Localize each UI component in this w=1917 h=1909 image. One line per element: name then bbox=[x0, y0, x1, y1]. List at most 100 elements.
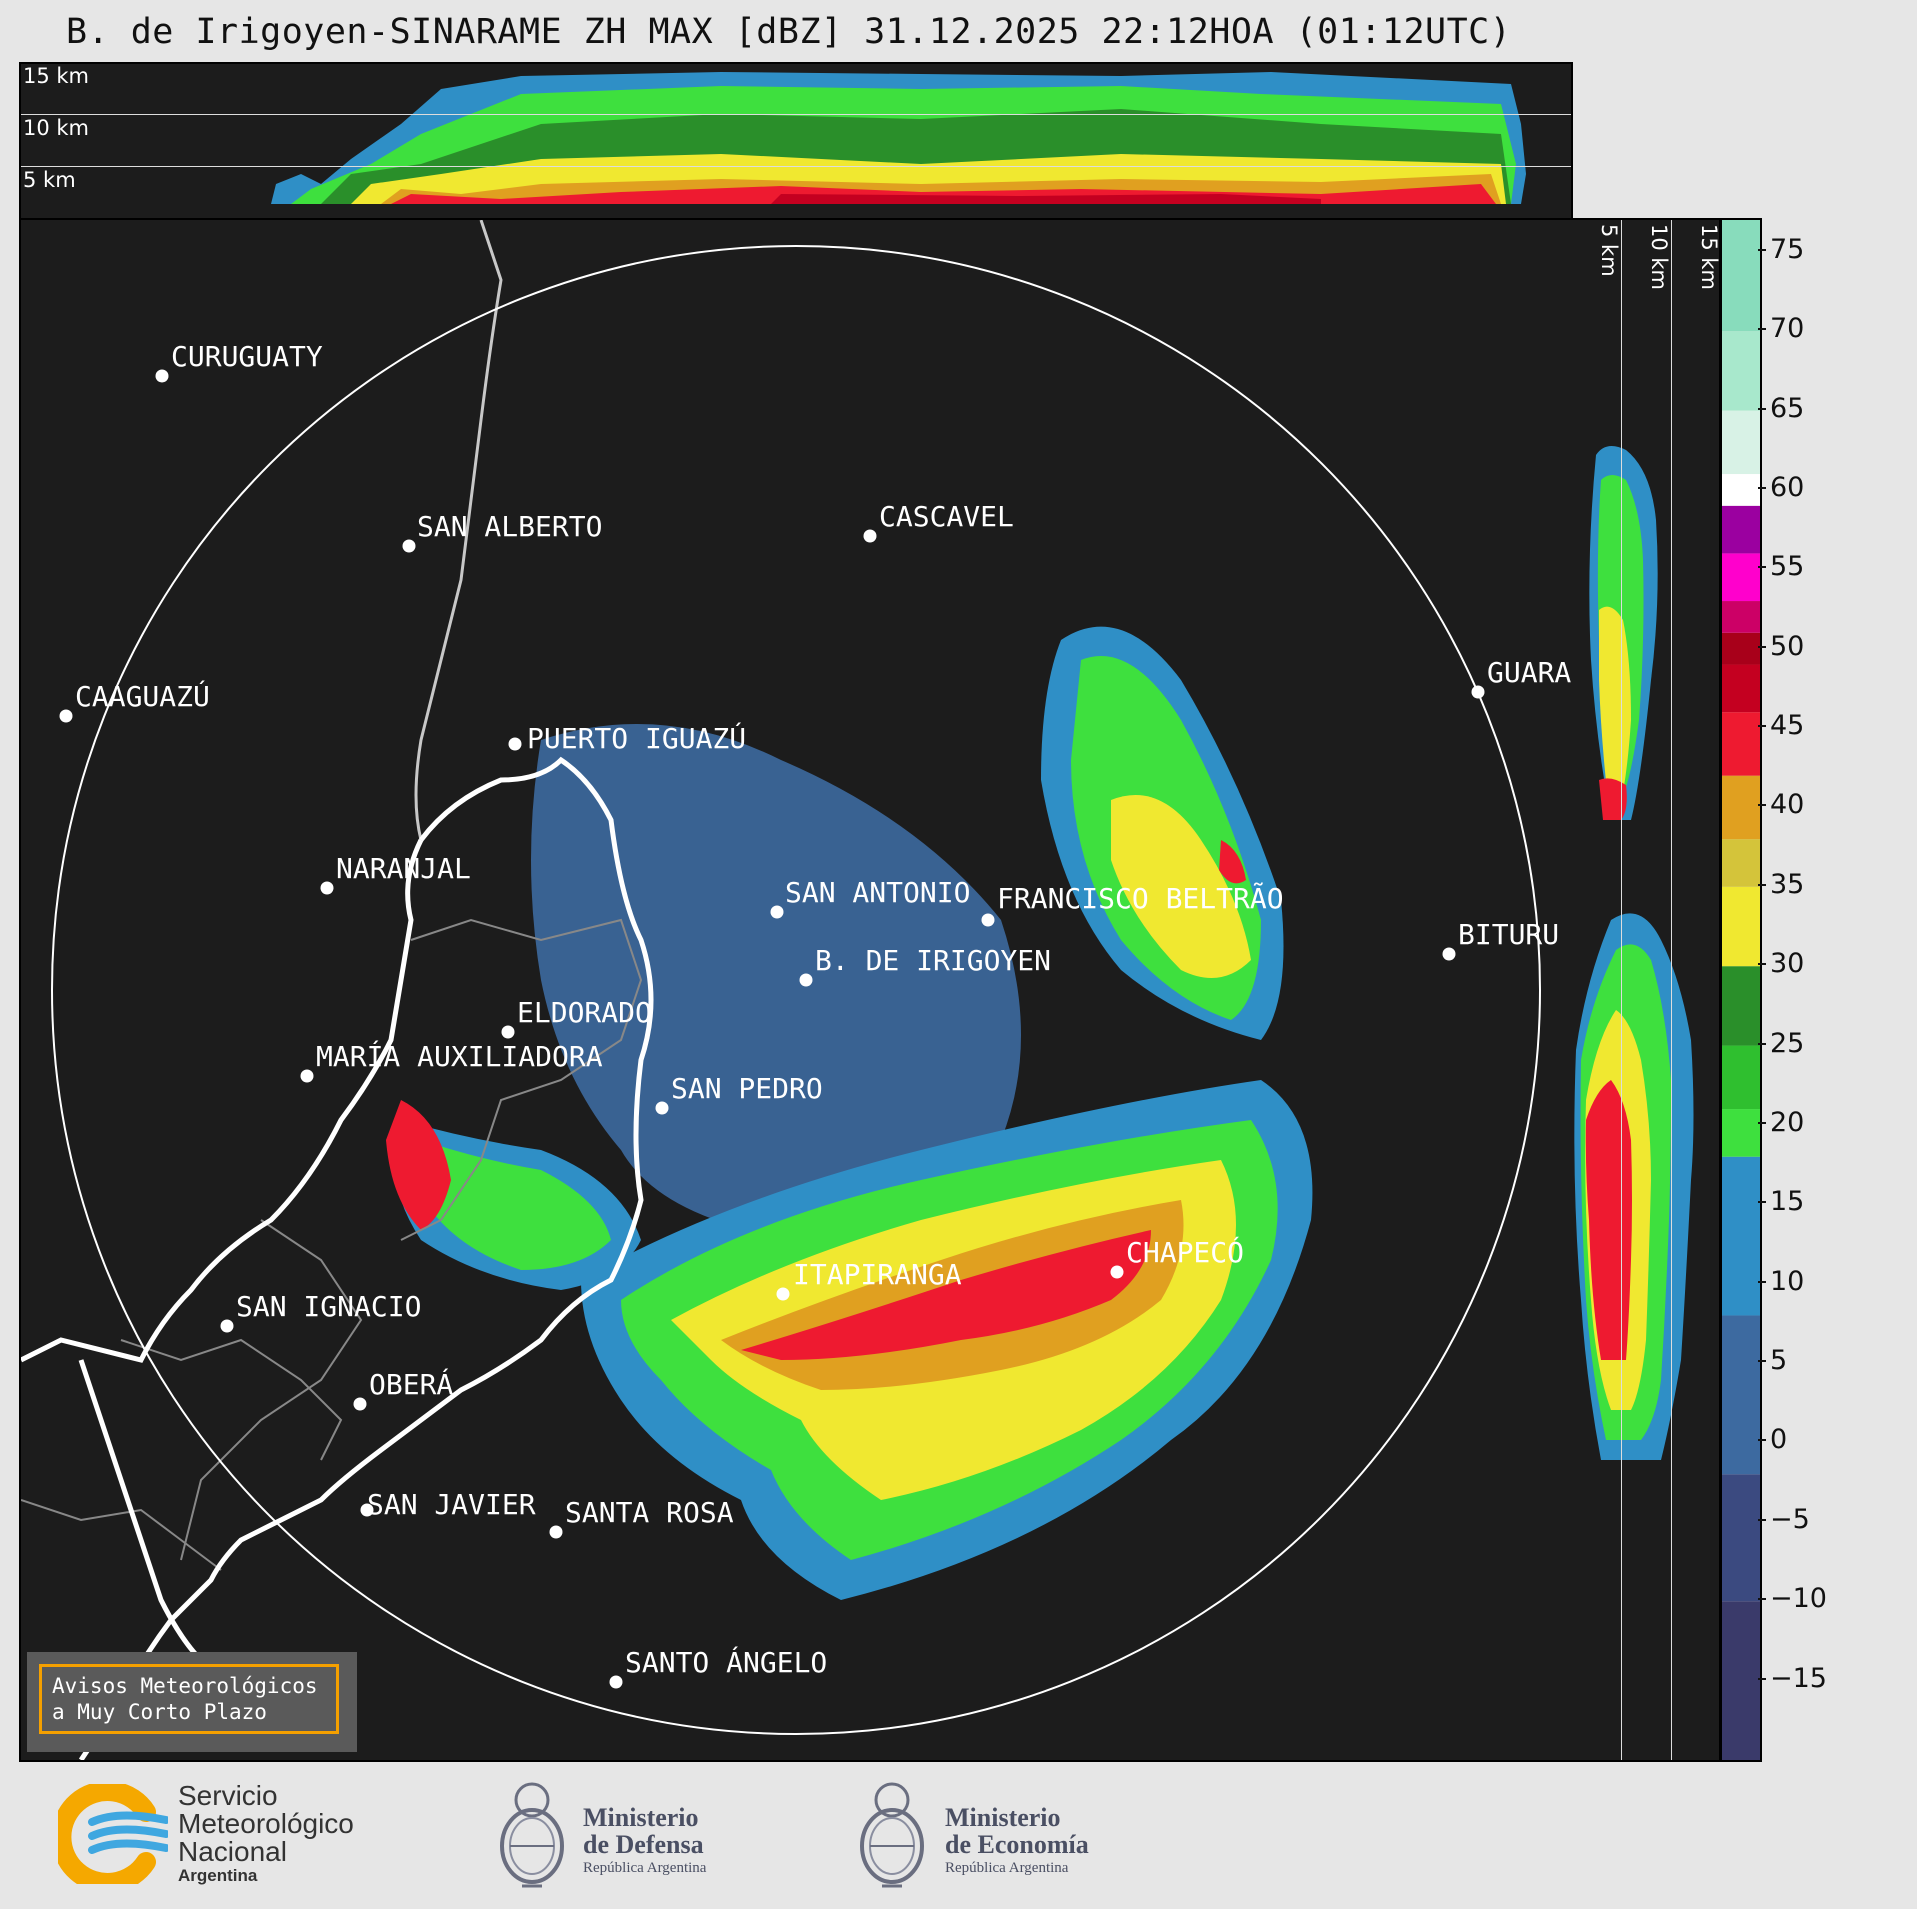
warning-box[interactable]: Avisos Meteorológicos a Muy Corto Plazo bbox=[27, 1652, 357, 1752]
colorbar-segment bbox=[1722, 474, 1760, 506]
defensa-line-2: de Defensa bbox=[583, 1830, 704, 1859]
internal-border-2 bbox=[180, 1219, 363, 1561]
smn-line-1: Servicio bbox=[178, 1780, 278, 1811]
colorbar-tick-mark bbox=[1758, 407, 1766, 410]
city-label-san-ignacio: SAN IGNACIO bbox=[236, 1290, 422, 1323]
side-alt-label-10km: 10 km bbox=[1647, 224, 1671, 291]
city-label-santo-angelo: SANTO ÁNGELO bbox=[625, 1646, 828, 1679]
city-label-maria-auxiliadora: MARÍA AUXILIADORA bbox=[316, 1040, 603, 1073]
colorbar-segment bbox=[1722, 1109, 1760, 1157]
eastern-storm-yellow bbox=[1111, 795, 1251, 978]
colorbar-segment bbox=[1722, 505, 1760, 554]
city-label-chapeco: CHAPECÓ bbox=[1126, 1236, 1245, 1269]
side-cross-section-panel: 5 km 10 km 15 km bbox=[1571, 218, 1721, 1762]
colorbar-tick-mark bbox=[1758, 1201, 1766, 1204]
corrientes-border bbox=[78, 1359, 203, 1662]
city-dot-san-ignacio bbox=[220, 1319, 234, 1333]
city-label-francisco-beltrao: FRANCISCO BELTRÃO bbox=[997, 882, 1284, 915]
colorbar-segment bbox=[1722, 410, 1760, 475]
colorbar-segment bbox=[1722, 632, 1760, 665]
economia-title: Ministerio de Economía bbox=[945, 1804, 1089, 1858]
top-alt-label-10km: 10 km bbox=[23, 116, 90, 140]
colorbar-tick-mark bbox=[1758, 1042, 1766, 1045]
city-label-eldorado: ELDORADO bbox=[517, 996, 652, 1029]
side-cross-section-echo bbox=[1574, 446, 1694, 1460]
city-dot-maria-auxiliadora bbox=[300, 1069, 314, 1083]
southern-storm-red bbox=[741, 1230, 1151, 1360]
smn-line-3: Nacional bbox=[178, 1836, 287, 1867]
city-dot-bituru bbox=[1442, 947, 1456, 961]
radar-range-ring bbox=[51, 245, 1541, 1735]
misiones-west-border bbox=[21, 838, 424, 1363]
eastern-storm-red bbox=[1219, 840, 1246, 884]
city-dot-caaguazu bbox=[59, 709, 73, 723]
colorbar-tick-label: 5 bbox=[1770, 1345, 1788, 1377]
colorbar-tick-label: 35 bbox=[1770, 868, 1805, 900]
city-dot-cascavel bbox=[863, 529, 877, 543]
dbz-colorbar-gradient bbox=[1722, 220, 1760, 1760]
city-label-curuguaty: CURUGUATY bbox=[171, 340, 323, 373]
colorbar-tick-label: 25 bbox=[1770, 1027, 1805, 1059]
city-dot-chapeco bbox=[1110, 1265, 1124, 1279]
radar-map-panel[interactable]: CURUGUATY SAN ALBERTO CASCAVEL CAAGUAZÚ … bbox=[19, 218, 1573, 1762]
colorbar-tick-label: 50 bbox=[1770, 630, 1805, 662]
colorbar-tick-mark bbox=[1758, 1518, 1766, 1521]
city-label-puerto-iguazu: PUERTO IGUAZÚ bbox=[527, 722, 747, 755]
colorbar-segment bbox=[1722, 1156, 1760, 1316]
side-5km-line bbox=[1621, 220, 1622, 1760]
colorbar-tick-mark bbox=[1758, 248, 1766, 251]
city-dot-francisco-beltrao bbox=[981, 913, 995, 927]
city-label-b-de-irigoyen: B. DE IRIGOYEN bbox=[815, 944, 1052, 977]
colorbar-segment bbox=[1722, 220, 1760, 332]
city-dot-curuguaty bbox=[155, 369, 169, 383]
colorbar-tick-mark bbox=[1758, 486, 1766, 489]
smn-logo-icon bbox=[51, 1781, 170, 1893]
city-dot-itapiranga bbox=[776, 1287, 790, 1301]
colorbar-tick-mark bbox=[1758, 645, 1766, 648]
colorbar-tick-label: 70 bbox=[1770, 313, 1805, 345]
internal-border-3 bbox=[120, 1338, 343, 1461]
warning-line-2: a Muy Corto Plazo bbox=[52, 1700, 267, 1724]
dbz-colorbar bbox=[1720, 218, 1762, 1762]
colorbar-segment bbox=[1722, 1045, 1760, 1110]
city-dot-guara bbox=[1471, 685, 1485, 699]
western-storm-red bbox=[386, 1100, 451, 1230]
light-echo-area bbox=[531, 724, 1021, 1240]
colorbar-tick-mark bbox=[1758, 1677, 1766, 1680]
city-label-itapiranga: ITAPIRANGA bbox=[793, 1258, 962, 1291]
colorbar-tick-label: −15 bbox=[1770, 1662, 1827, 1694]
city-label-san-pedro: SAN PEDRO bbox=[671, 1072, 823, 1105]
city-label-santa-rosa: SANTA ROSA bbox=[565, 1496, 734, 1529]
paraguay-border bbox=[414, 220, 503, 841]
city-dot-san-pedro bbox=[655, 1101, 669, 1115]
smn-logo-text: Servicio Meteorológico Nacional Argentin… bbox=[178, 1782, 354, 1886]
smn-line-4: Argentina bbox=[178, 1866, 258, 1885]
colorbar-tick-label: −5 bbox=[1770, 1503, 1810, 1535]
defensa-line-1: Ministerio bbox=[583, 1803, 699, 1832]
city-dot-santa-rosa bbox=[549, 1525, 563, 1539]
city-label-san-javier: SAN JAVIER bbox=[367, 1488, 536, 1521]
city-label-bituru: BITURU bbox=[1458, 918, 1560, 951]
defensa-coat-of-arms-icon bbox=[496, 1774, 568, 1894]
side-10km-line bbox=[1671, 220, 1672, 1760]
colorbar-tick-label: 0 bbox=[1770, 1424, 1788, 1456]
city-label-san-alberto: SAN ALBERTO bbox=[417, 510, 603, 543]
colorbar-tick-label: 55 bbox=[1770, 551, 1805, 583]
defensa-subtitle: República Argentina bbox=[583, 1860, 707, 1876]
smn-logo bbox=[51, 1781, 170, 1893]
smn-line-2: Meteorológico bbox=[178, 1808, 354, 1839]
economia-line-2: de Economía bbox=[945, 1830, 1089, 1859]
city-dot-eldorado bbox=[501, 1025, 515, 1039]
colorbar-segment bbox=[1722, 839, 1760, 887]
top-cross-section-echo bbox=[271, 72, 1526, 204]
city-dot-naranjal bbox=[320, 881, 334, 895]
colorbar-tick-label: 45 bbox=[1770, 710, 1805, 742]
colorbar-tick-mark bbox=[1758, 1439, 1766, 1442]
defensa-title: Ministerio de Defensa bbox=[583, 1804, 704, 1858]
colorbar-tick-mark bbox=[1758, 1280, 1766, 1283]
western-storm-green bbox=[421, 1140, 611, 1270]
colorbar-tick-label: 10 bbox=[1770, 1265, 1805, 1297]
top-alt-label-15km: 15 km bbox=[23, 64, 90, 88]
colorbar-segment bbox=[1722, 775, 1760, 840]
city-dot-santo-angelo bbox=[609, 1675, 623, 1689]
